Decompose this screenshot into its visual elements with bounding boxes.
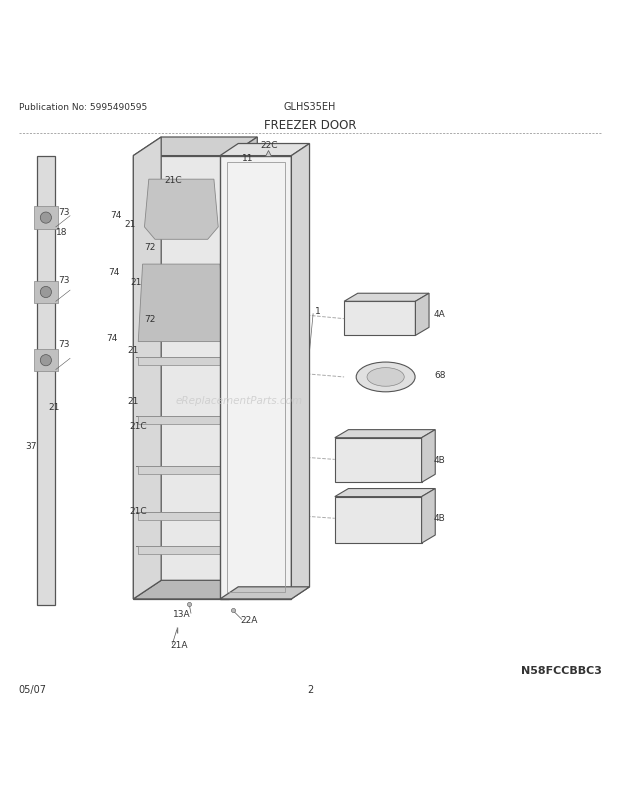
Text: eReplacementParts.com: eReplacementParts.com — [175, 396, 303, 406]
Polygon shape — [138, 416, 224, 424]
Polygon shape — [34, 282, 58, 304]
Text: 22A: 22A — [241, 615, 258, 624]
Polygon shape — [144, 180, 218, 240]
Polygon shape — [133, 581, 257, 599]
Text: 74: 74 — [108, 268, 120, 277]
Polygon shape — [133, 156, 229, 599]
Text: 21C: 21C — [129, 421, 146, 430]
Text: 2: 2 — [307, 684, 313, 694]
Text: 68: 68 — [434, 371, 446, 379]
Text: 4A: 4A — [434, 310, 446, 319]
Polygon shape — [34, 350, 58, 372]
Polygon shape — [335, 438, 422, 483]
Text: 73: 73 — [58, 208, 70, 217]
Text: 74: 74 — [110, 211, 122, 220]
Polygon shape — [229, 138, 257, 599]
Circle shape — [40, 355, 51, 367]
Polygon shape — [344, 294, 429, 302]
Circle shape — [40, 213, 51, 224]
Polygon shape — [133, 138, 257, 156]
Polygon shape — [138, 546, 224, 554]
Polygon shape — [291, 144, 309, 599]
Text: N58FCCBBC3: N58FCCBBC3 — [521, 666, 601, 675]
Polygon shape — [415, 294, 429, 336]
Polygon shape — [335, 497, 422, 544]
Text: 18: 18 — [55, 228, 67, 237]
Polygon shape — [344, 302, 415, 336]
Text: 72: 72 — [144, 243, 155, 252]
Text: 21: 21 — [127, 396, 138, 406]
Circle shape — [40, 287, 51, 298]
Text: 73: 73 — [58, 339, 70, 349]
Text: 21A: 21A — [170, 640, 188, 649]
Polygon shape — [220, 144, 309, 156]
Text: GLHS35EH: GLHS35EH — [284, 102, 336, 111]
Text: 21C: 21C — [164, 176, 182, 184]
Polygon shape — [220, 156, 291, 599]
Text: 21: 21 — [124, 220, 135, 229]
Text: 05/07: 05/07 — [19, 684, 46, 694]
Text: 73: 73 — [58, 276, 70, 285]
Text: 1: 1 — [315, 306, 321, 316]
Polygon shape — [37, 156, 55, 606]
Text: 74: 74 — [107, 334, 118, 342]
Ellipse shape — [367, 368, 404, 387]
Polygon shape — [138, 512, 224, 520]
Polygon shape — [138, 466, 224, 474]
Text: FREEZER DOOR: FREEZER DOOR — [264, 119, 356, 132]
Text: 4B: 4B — [434, 456, 446, 464]
Polygon shape — [138, 265, 224, 342]
Ellipse shape — [356, 363, 415, 392]
Polygon shape — [335, 489, 435, 497]
Text: 11: 11 — [242, 154, 254, 163]
Polygon shape — [220, 587, 309, 599]
Polygon shape — [34, 207, 58, 229]
Text: 37: 37 — [25, 441, 37, 450]
Text: 21: 21 — [130, 277, 141, 286]
Polygon shape — [133, 138, 161, 599]
Text: 21C: 21C — [129, 507, 146, 516]
Text: 13A: 13A — [174, 609, 191, 618]
Polygon shape — [138, 358, 224, 366]
Polygon shape — [335, 430, 435, 438]
Text: Publication No: 5995490595: Publication No: 5995490595 — [19, 103, 147, 111]
Polygon shape — [422, 430, 435, 483]
Text: 72: 72 — [144, 314, 155, 324]
Text: 4B: 4B — [434, 513, 446, 522]
Text: 21: 21 — [48, 403, 60, 411]
Text: 22C: 22C — [260, 141, 278, 150]
Polygon shape — [422, 489, 435, 544]
Text: 21: 21 — [127, 346, 138, 354]
